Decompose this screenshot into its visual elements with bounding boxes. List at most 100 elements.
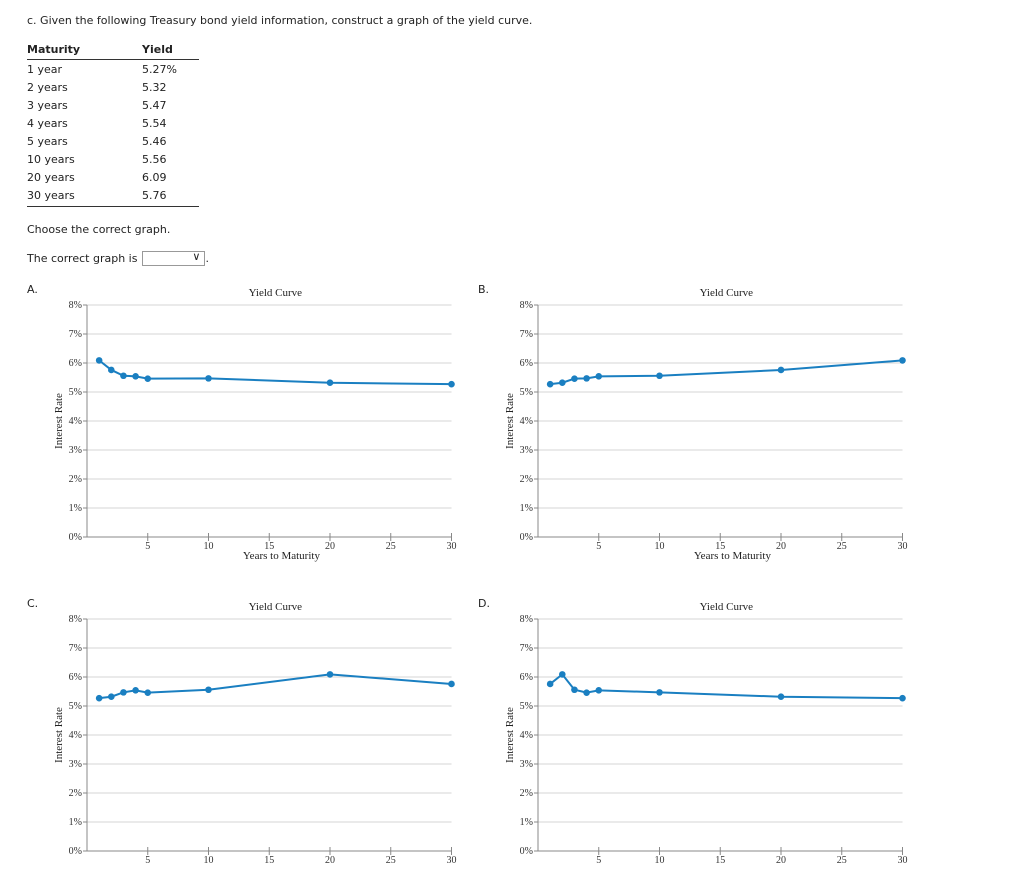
option-label: A. — [27, 283, 38, 296]
option-label: C. — [27, 597, 39, 610]
data-point — [546, 680, 554, 688]
header-maturity: Maturity — [27, 42, 142, 60]
y-tick-label: 0% — [69, 846, 82, 857]
x-tick-label: 30 — [447, 855, 457, 866]
answer-dropdown[interactable]: ∨ — [142, 250, 206, 266]
y-axis-label: Interest Rate — [504, 393, 516, 449]
data-point — [571, 686, 578, 694]
x-tick-label: 20 — [776, 855, 786, 866]
data-point — [656, 372, 663, 380]
y-tick-label: 5% — [69, 701, 82, 712]
y-tick-label: 3% — [520, 445, 533, 456]
table-row: 20 years 6.09 — [27, 168, 199, 186]
yield-table: Maturity Yield 1 year 5.27% 2 years 5.32 3 y… — [27, 42, 199, 207]
table-row: 10 years 5.56 — [27, 150, 199, 168]
y-tick-label: 7% — [69, 643, 82, 654]
table-row: 5 years 5.46 — [27, 132, 199, 150]
x-axis-label: Years to Maturity — [243, 550, 321, 562]
y-tick-label: 5% — [520, 701, 533, 712]
y-tick-label: 0% — [69, 532, 82, 543]
y-axis-label: Interest Rate — [53, 707, 65, 763]
chart-title: Yield Curve — [249, 601, 303, 613]
answer-row: The correct graph is ∨. — [27, 250, 209, 266]
data-point — [559, 379, 566, 387]
choose-text: Choose the correct graph. — [27, 223, 171, 236]
y-tick-label: 7% — [520, 329, 533, 340]
data-point — [144, 689, 152, 696]
y-tick-label: 2% — [520, 474, 533, 485]
chart-title: Yield Curve — [700, 287, 754, 299]
y-tick-label: 8% — [69, 300, 82, 311]
y-tick-label: 6% — [69, 358, 82, 369]
x-tick-label: 5 — [145, 855, 150, 866]
y-tick-label: 8% — [520, 614, 533, 625]
yield-cell: 5.46 — [142, 135, 167, 148]
yield-cell: 5.47 — [142, 99, 167, 112]
y-tick-label: 3% — [520, 759, 533, 770]
data-point — [120, 689, 127, 696]
data-point — [583, 375, 590, 382]
maturity-cell: 1 year — [27, 63, 63, 76]
maturity-cell: 4 years — [27, 117, 68, 130]
yield-curve-chart: 0% 1% 2% 3% 4% 5% 6% 7% 8% 5 10 15 20 25 30 Yield Curve… — [504, 601, 908, 866]
y-tick-label: 5% — [520, 387, 533, 398]
y-tick-label: 1% — [520, 503, 533, 514]
data-point — [559, 671, 566, 678]
y-tick-label: 1% — [520, 817, 533, 828]
y-tick-label: 1% — [69, 503, 82, 514]
x-tick-label: 10 — [204, 541, 214, 552]
yield-curve-chart: 0% 1% 2% 3% 4% 5% 6% 7% 8% 5 10 15 20 25 30 Yield Curve… — [53, 601, 457, 866]
maturity-cell: 5 years — [27, 135, 68, 148]
data-point — [95, 357, 103, 364]
yield-cell: 5.56 — [142, 153, 167, 166]
data-point — [108, 693, 115, 701]
data-point — [571, 375, 578, 382]
table-row: 4 years 5.54 — [27, 114, 199, 132]
data-point — [656, 689, 663, 696]
y-tick-label: 3% — [69, 445, 82, 456]
x-tick-label: 10 — [204, 855, 214, 866]
series-line — [549, 672, 903, 700]
y-tick-label: 6% — [520, 358, 533, 369]
option-label: D. — [478, 597, 490, 610]
x-tick-label: 20 — [325, 855, 335, 866]
x-tick-label: 30 — [447, 541, 457, 552]
x-tick-label: 20 — [776, 541, 786, 552]
data-point — [448, 680, 455, 688]
answer-label: The correct graph is — [27, 252, 138, 265]
y-tick-label: 7% — [69, 329, 82, 340]
table-row: 3 years 5.47 — [27, 96, 199, 114]
x-tick-label: 15 — [715, 855, 725, 866]
data-point — [144, 375, 152, 382]
series-line — [98, 359, 452, 386]
chevron-down-icon: ∨ — [192, 250, 201, 263]
series-line — [550, 359, 903, 386]
yield-cell: 5.54 — [142, 117, 167, 130]
maturity-cell: 20 years — [27, 171, 75, 184]
data-point — [205, 375, 212, 382]
y-tick-label: 4% — [69, 416, 82, 427]
y-tick-label: 2% — [520, 788, 533, 799]
yield-cell: 6.09 — [142, 171, 167, 184]
x-axis-label: Years to Maturity — [694, 550, 772, 562]
y-tick-label: 8% — [520, 300, 533, 311]
data-point — [132, 373, 139, 380]
maturity-cell: 10 years — [27, 153, 75, 166]
data-point — [326, 379, 334, 387]
data-point — [546, 380, 554, 388]
x-tick-label: 20 — [325, 541, 335, 552]
data-point — [777, 693, 785, 701]
yield-cell: 5.32 — [142, 81, 167, 94]
maturity-cell: 30 years — [27, 186, 142, 207]
y-axis-label: Interest Rate — [504, 707, 516, 763]
table-row: 30 years 5.76 — [27, 186, 199, 207]
data-point — [899, 357, 906, 364]
y-axis-label: Interest Rate — [53, 393, 65, 449]
x-tick-label: 25 — [837, 541, 847, 552]
y-tick-label: 8% — [69, 614, 82, 625]
x-tick-label: 15 — [264, 855, 274, 866]
yield-curve-chart: 0% 1% 2% 3% 4% 5% 6% 7% 8% 5 10 15 20 25 30 Yield Curve… — [53, 287, 457, 562]
y-tick-label: 6% — [69, 672, 82, 683]
data-point — [777, 366, 785, 374]
data-point — [899, 694, 906, 702]
